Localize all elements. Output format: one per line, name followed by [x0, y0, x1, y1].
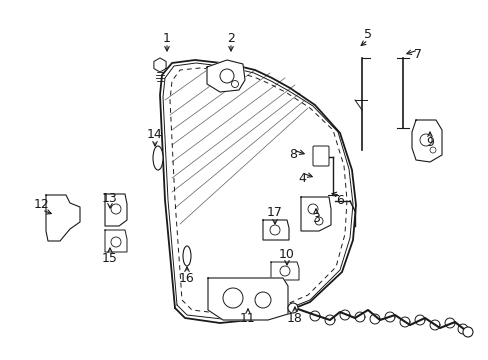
Text: 10: 10 [279, 248, 294, 261]
Polygon shape [46, 195, 80, 241]
FancyBboxPatch shape [312, 146, 328, 166]
Polygon shape [207, 278, 287, 320]
Circle shape [220, 69, 234, 83]
Circle shape [231, 81, 238, 87]
Text: 14: 14 [147, 129, 163, 141]
Circle shape [111, 237, 121, 247]
Text: 16: 16 [179, 271, 195, 284]
Text: 17: 17 [266, 207, 283, 220]
Ellipse shape [183, 246, 191, 266]
Text: 9: 9 [425, 135, 433, 148]
Polygon shape [154, 58, 166, 72]
Circle shape [314, 217, 323, 225]
Circle shape [269, 225, 280, 235]
Circle shape [462, 327, 472, 337]
Circle shape [280, 266, 289, 276]
Polygon shape [263, 220, 288, 240]
Polygon shape [206, 60, 244, 92]
Text: 13: 13 [102, 192, 118, 204]
Text: 12: 12 [34, 198, 50, 211]
Polygon shape [105, 194, 127, 226]
Text: 8: 8 [288, 148, 296, 162]
Text: 18: 18 [286, 311, 303, 324]
Text: 4: 4 [298, 171, 305, 184]
Text: 1: 1 [163, 31, 171, 45]
Text: 6: 6 [335, 194, 343, 207]
Circle shape [287, 303, 297, 313]
Text: 5: 5 [363, 28, 371, 41]
Text: 15: 15 [102, 252, 118, 265]
Text: 3: 3 [311, 211, 319, 225]
Polygon shape [270, 262, 298, 280]
Circle shape [254, 292, 270, 308]
Text: 11: 11 [240, 311, 255, 324]
Ellipse shape [153, 146, 163, 170]
Circle shape [307, 204, 317, 214]
Circle shape [429, 147, 435, 153]
Polygon shape [105, 230, 127, 252]
Text: 2: 2 [226, 31, 234, 45]
Polygon shape [411, 120, 441, 162]
Circle shape [111, 204, 121, 214]
Text: 7: 7 [413, 49, 421, 62]
Circle shape [419, 134, 431, 146]
Polygon shape [301, 197, 330, 231]
Circle shape [223, 288, 243, 308]
